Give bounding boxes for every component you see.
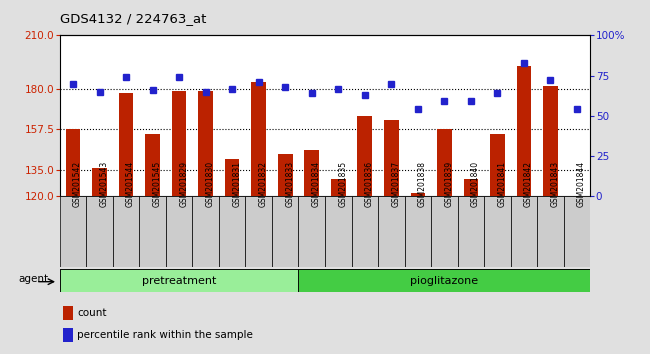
Text: GSM201836: GSM201836: [365, 161, 374, 207]
Bar: [404, 196, 431, 267]
Bar: [225, 159, 239, 196]
Bar: [304, 150, 319, 196]
Bar: [64, 306, 73, 320]
Bar: [166, 196, 192, 267]
Bar: [119, 93, 133, 196]
Bar: [298, 269, 590, 292]
Bar: [437, 129, 452, 196]
Text: GSM201841: GSM201841: [497, 161, 506, 207]
Text: percentile rank within the sample: percentile rank within the sample: [77, 330, 253, 340]
Text: pretreatment: pretreatment: [142, 275, 216, 286]
Bar: [331, 178, 346, 196]
Bar: [384, 120, 398, 196]
Bar: [511, 196, 537, 267]
Text: GSM201837: GSM201837: [391, 161, 400, 207]
Text: GSM201830: GSM201830: [205, 161, 214, 207]
Bar: [484, 196, 511, 267]
Bar: [113, 196, 139, 267]
Bar: [192, 196, 219, 267]
Text: count: count: [77, 308, 107, 318]
Bar: [564, 196, 590, 267]
Bar: [146, 134, 160, 196]
Bar: [463, 178, 478, 196]
Bar: [246, 196, 272, 267]
Bar: [252, 82, 266, 196]
Bar: [60, 196, 86, 267]
Text: GSM201834: GSM201834: [312, 161, 320, 207]
Text: GDS4132 / 224763_at: GDS4132 / 224763_at: [60, 12, 206, 25]
Text: GSM201833: GSM201833: [285, 161, 294, 207]
Text: GSM201844: GSM201844: [577, 161, 586, 207]
Bar: [458, 196, 484, 267]
Text: GSM201839: GSM201839: [445, 161, 453, 207]
Text: GSM201542: GSM201542: [73, 161, 82, 207]
Bar: [298, 196, 325, 267]
Text: GSM201829: GSM201829: [179, 161, 188, 207]
Bar: [172, 91, 187, 196]
Bar: [219, 196, 246, 267]
Bar: [325, 196, 352, 267]
Text: GSM201842: GSM201842: [524, 161, 533, 207]
Bar: [66, 129, 81, 196]
Bar: [537, 196, 564, 267]
Text: GSM201832: GSM201832: [259, 161, 268, 207]
Bar: [431, 196, 458, 267]
Bar: [352, 196, 378, 267]
Bar: [490, 134, 504, 196]
Text: GSM201840: GSM201840: [471, 161, 480, 207]
Bar: [139, 196, 166, 267]
Text: GSM201543: GSM201543: [99, 161, 109, 207]
Bar: [86, 196, 113, 267]
Text: GSM201843: GSM201843: [551, 161, 560, 207]
Text: GSM201838: GSM201838: [418, 161, 427, 207]
Bar: [64, 327, 73, 342]
Bar: [278, 154, 292, 196]
Text: pioglitazone: pioglitazone: [410, 275, 478, 286]
Bar: [198, 91, 213, 196]
Text: GSM201544: GSM201544: [126, 161, 135, 207]
Text: agent: agent: [18, 274, 48, 284]
Bar: [378, 196, 404, 267]
Bar: [92, 168, 107, 196]
Bar: [517, 66, 531, 196]
Bar: [543, 86, 558, 196]
Text: GSM201831: GSM201831: [232, 161, 241, 207]
Bar: [272, 196, 298, 267]
Bar: [411, 193, 425, 196]
Bar: [358, 116, 372, 196]
Text: GSM201545: GSM201545: [153, 161, 162, 207]
Text: GSM201835: GSM201835: [338, 161, 347, 207]
Bar: [60, 269, 298, 292]
